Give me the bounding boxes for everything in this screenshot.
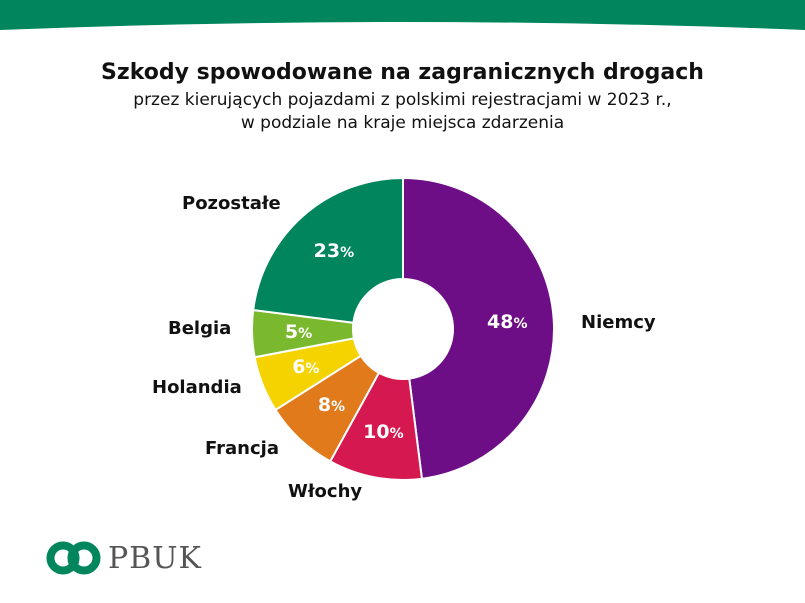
chart-subtitle-1: przez kierujących pojazdami z polskimi r… [133,90,672,110]
logo-text: PBUK [108,540,202,576]
category-label: Włochy [288,481,363,502]
logo-rings-icon [46,541,101,575]
slice-value-label: 48% [487,311,528,334]
slice-value-label: 6% [292,356,320,379]
category-label: Niemcy [581,312,656,333]
category-label: Pozostałe [182,193,281,214]
slice-niemcy [402,176,555,480]
header-band [0,0,805,30]
slice-value-label: 23% [313,239,355,262]
slice-value-label: 10% [363,420,404,443]
chart-title: Szkody spowodowane na zagranicznych drog… [101,60,704,85]
chart-subtitle-2: w podziale na kraje miejsca zdarzenia [240,113,565,133]
category-label: Belgia [168,318,232,339]
category-label: Holandia [152,377,242,398]
category-label: Francja [205,438,279,459]
slice-value-label: 8% [317,394,346,417]
pbuk-logo: PBUK [46,540,202,576]
slice-value-label: 5% [284,321,313,344]
slice-pozostałe [252,176,404,324]
